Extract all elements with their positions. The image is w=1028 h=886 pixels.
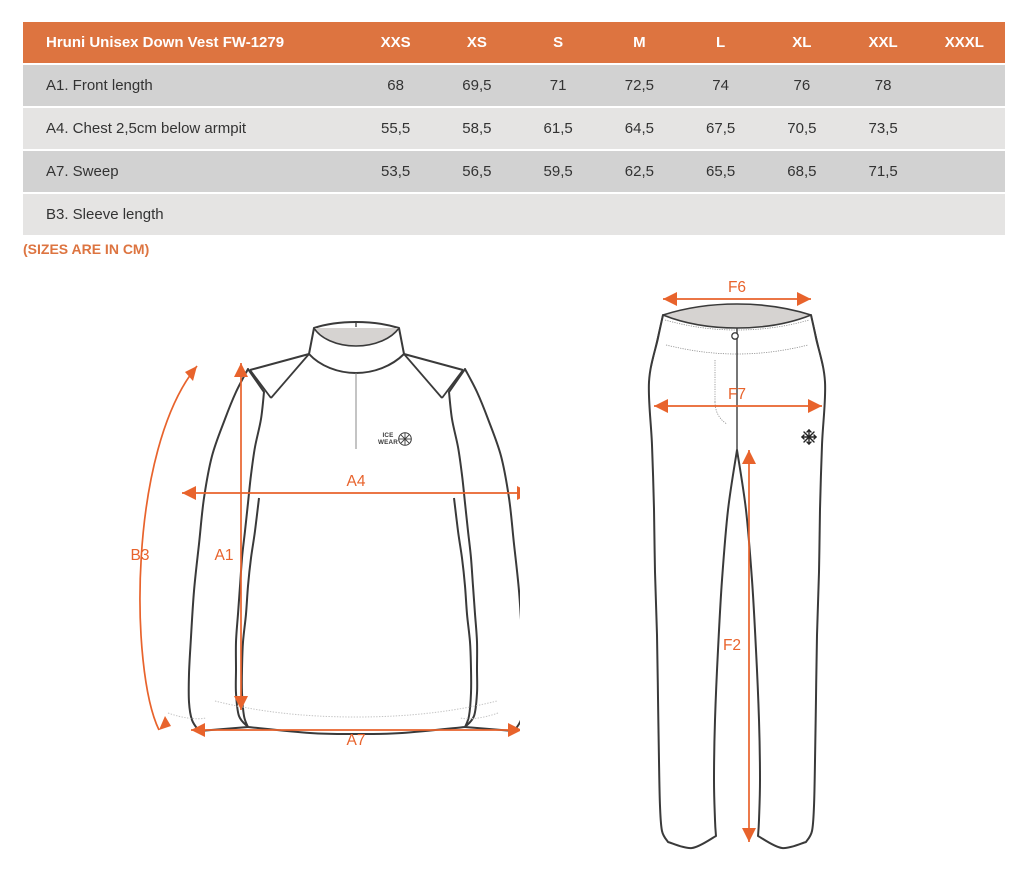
- svg-text:A4: A4: [347, 473, 366, 490]
- svg-text:WEAR: WEAR: [378, 439, 398, 446]
- svg-text:ICE: ICE: [382, 432, 393, 439]
- svg-text:A7: A7: [347, 732, 366, 749]
- svg-text:B3: B3: [131, 547, 150, 564]
- svg-text:A1: A1: [215, 547, 234, 564]
- svg-text:F2: F2: [723, 637, 741, 654]
- svg-text:F7: F7: [728, 386, 746, 403]
- svg-text:F6: F6: [728, 280, 746, 296]
